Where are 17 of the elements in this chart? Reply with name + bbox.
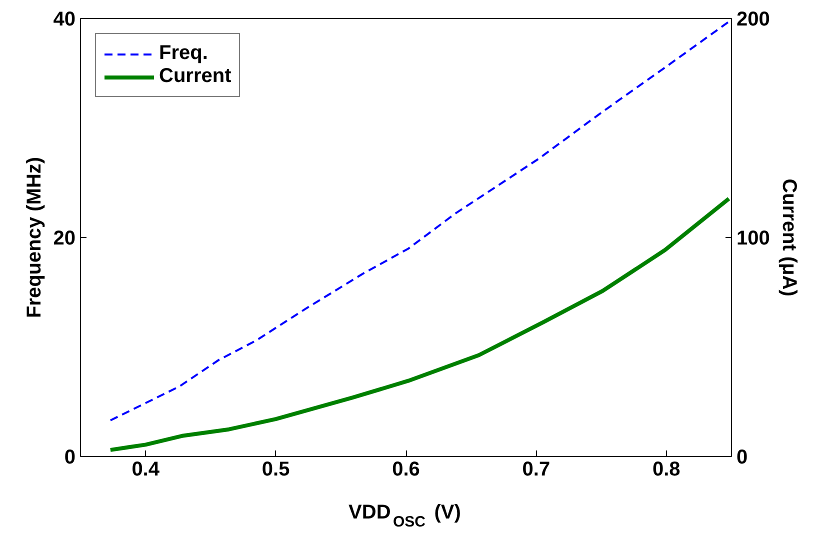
y2-tick-label: 200 <box>736 8 770 30</box>
x-tick-label: 0.6 <box>392 458 420 480</box>
line-series <box>108 196 731 452</box>
y-axis-title: Frequency (MHz) <box>23 156 46 318</box>
y-tick-label: 40 <box>53 8 76 30</box>
y2-axis-title: Current (μA) <box>778 178 800 296</box>
x-tick-label: 0.5 <box>262 458 290 480</box>
y-tick-label: 0 <box>64 446 76 468</box>
x-tick-label: 0.8 <box>652 458 680 480</box>
y2-tick-label: 100 <box>736 228 770 250</box>
x-tick-label: 0.4 <box>132 458 160 480</box>
legend-label: Current <box>159 65 232 88</box>
legend-label: Freq. <box>159 42 208 65</box>
y2-tick-label: 0 <box>736 446 748 468</box>
x-tick-label: 0.7 <box>522 458 550 480</box>
line-series <box>109 20 732 422</box>
y-tick-label: 20 <box>53 228 76 250</box>
